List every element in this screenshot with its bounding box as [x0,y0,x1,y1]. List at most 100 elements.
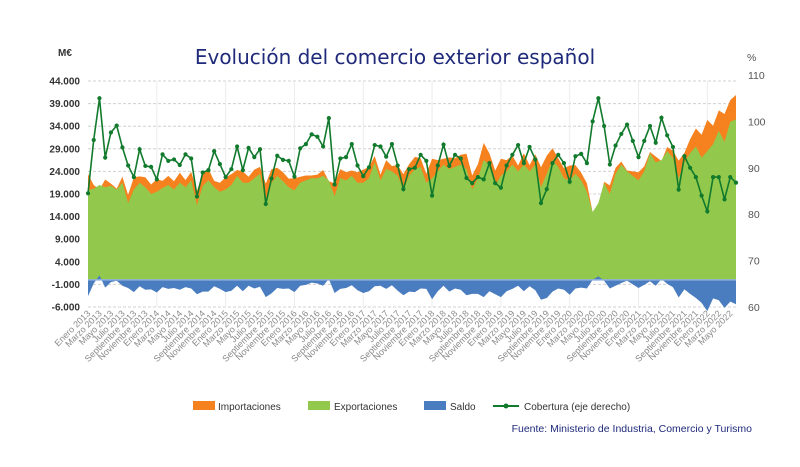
left-axis-tick-label: 34.000 [49,122,80,133]
cobertura-point [458,156,463,161]
cobertura-point [349,142,354,147]
right-axis-tick-label: 70 [748,256,760,268]
cobertura-point [590,119,595,124]
cobertura-point [137,147,142,152]
cobertura-point [584,161,590,166]
cobertura-point [372,142,377,148]
cobertura-point [303,142,309,147]
cobertura-point [538,200,544,206]
left-axis-tick-label: 4.000 [55,257,80,268]
cobertura-point [435,163,440,168]
cobertura-point [636,155,641,160]
cobertura-point [556,152,561,157]
cobertura-point [493,181,498,186]
cobertura-point [607,162,612,167]
cobertura-point [733,180,739,185]
cobertura-line-group [85,96,739,215]
source-note: Fuente: Ministerio de Industria, Comerci… [512,423,753,435]
left-axis-unit: M€ [58,48,72,59]
cobertura-point [510,152,515,157]
cobertura-point [108,130,114,135]
cobertura-point [504,163,509,168]
cobertura-point [212,148,217,154]
cobertura-point [699,193,704,198]
cobertura-point [355,163,360,168]
cobertura-point [206,168,211,173]
cobertura-point [567,179,572,184]
cobertura-point [613,143,618,148]
cobertura-point [361,174,366,179]
right-axis-tick-label: 80 [748,209,760,221]
cobertura-point [579,151,584,156]
cobertura-point [676,187,681,192]
cobertura-point [154,177,159,182]
cobertura-point [286,158,291,163]
left-axis-tick-label: 44.000 [49,77,80,88]
legend-swatch-saldo [424,401,446,410]
cobertura-point [143,163,148,169]
left-axis-tick-label: 39.000 [49,99,80,110]
cobertura-point [602,123,607,129]
cobertura-point [366,165,372,170]
cobertura-point [85,191,91,196]
cobertura-point [131,174,136,180]
cobertura-point [384,154,389,159]
cobertura-point [126,163,131,168]
cobertura-point [487,161,492,166]
cobertura-point [642,138,647,143]
cobertura-point [229,167,234,172]
cobertura-point [498,185,503,190]
cobertura-point [298,146,303,151]
cobertura-point [521,161,526,166]
cobertura-line [87,98,737,215]
cobertura-point [280,157,286,163]
cobertura-point [269,176,274,181]
cobertura-point [412,165,417,170]
cobertura-point [716,174,721,180]
legend-swatch-exportaciones [308,401,330,410]
cobertura-point [246,145,251,150]
left-axis-tick-label: -6.000 [52,303,81,314]
left-axis-tick-label: 19.000 [49,190,80,201]
cobertura-point [464,175,469,181]
legend-marker-cobertura [503,403,509,409]
legend-label-saldo: Saldo [450,402,476,413]
legend-swatch-importaciones [193,401,215,410]
right-axis: 110 100 90 80 70 60 [748,70,766,314]
cobertura-point [647,123,653,129]
cobertura-point [292,174,297,179]
cobertura-point [561,161,567,166]
left-axis-tick-label: 24.000 [49,167,80,178]
left-axis-tick-label: 29.000 [49,144,80,155]
cobertura-point [596,96,601,101]
cobertura-point [424,158,429,163]
legend: Importaciones Exportaciones Saldo Cobert… [193,401,630,413]
right-axis-unit: % [747,52,756,64]
cobertura-point [194,194,200,199]
cobertura-point [630,138,635,143]
cobertura-point [624,122,630,127]
cobertura-point [91,137,96,143]
right-axis-tick-label: 90 [748,163,760,175]
cobertura-point [705,209,710,214]
cobertura-point [447,163,452,169]
chart-title: Evolución del comercio exterior español [195,45,595,69]
legend-label-exportaciones: Exportaciones [334,402,397,413]
cobertura-point [315,134,320,139]
right-axis-tick-label: 110 [748,70,765,82]
cobertura-point [343,155,349,160]
cobertura-point [223,174,228,180]
cobertura-point [693,174,698,180]
cobertura-point [97,96,102,101]
cobertura-point [515,142,521,148]
cobertura-point [389,142,395,147]
left-axis-tick-label: 9.000 [55,235,80,246]
cobertura-point [659,115,664,120]
left-axis-tick-label: 14.000 [49,212,80,223]
cobertura-point [688,165,693,170]
left-axis: 44.000 39.000 34.000 29.000 24.000 19.000 14.0… [49,77,80,314]
cobertura-point [160,152,165,157]
cobertura-point [177,162,182,168]
exportaciones-area [88,119,736,280]
